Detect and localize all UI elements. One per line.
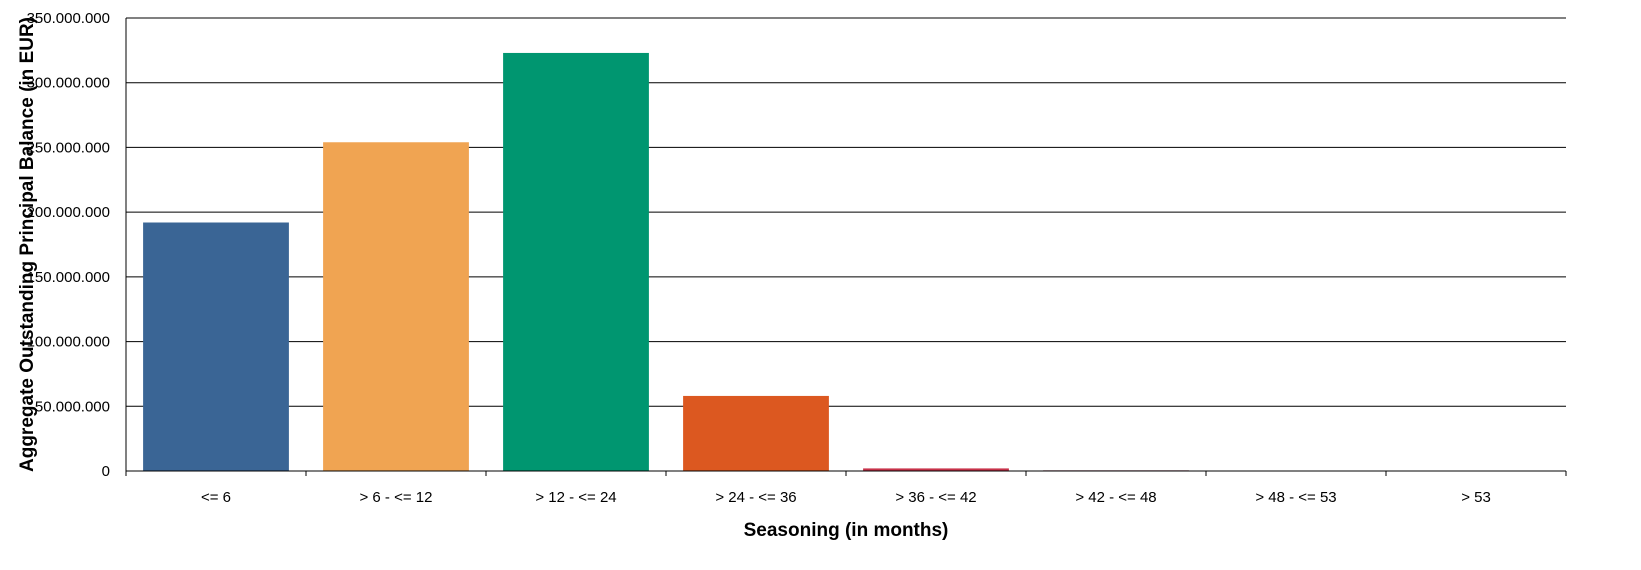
x-axis-title: Seasoning (in months) (744, 520, 949, 541)
x-tick-label: > 53 (1461, 489, 1491, 506)
x-tick-label: > 12 - <= 24 (535, 489, 616, 506)
y-tick-label: 150.000.000 (27, 269, 110, 286)
y-tick-label: 100.000.000 (27, 334, 110, 351)
bar (143, 222, 289, 471)
y-tick-label: 250.000.000 (27, 139, 110, 156)
bar (323, 142, 469, 471)
x-tick-label: > 24 - <= 36 (715, 489, 796, 506)
y-tick-label: 50.000.000 (35, 398, 110, 415)
bars (143, 52, 1549, 472)
bar (503, 52, 649, 472)
y-tick-label: 350.000.000 (27, 10, 110, 27)
y-tick-label: 0 (102, 463, 110, 480)
x-tick-label: > 42 - <= 48 (1075, 489, 1156, 506)
x-tick-label: <= 6 (201, 489, 231, 506)
bar (863, 468, 1009, 471)
axes (125, 18, 1567, 476)
x-tick-label: > 6 - <= 12 (360, 489, 433, 506)
x-tick-label: > 48 - <= 53 (1255, 489, 1336, 506)
x-tick-labels: <= 6 > 6 - <= 12 > 12 - <= 24 > 24 - <= 36 >… (201, 489, 1491, 506)
y-axis-title: Aggregate Outstanding Principal Balance … (17, 17, 38, 472)
x-tick-label: > 36 - <= 42 (895, 489, 976, 506)
bar (683, 395, 829, 471)
y-tick-label: 300.000.000 (27, 75, 110, 92)
y-tick-label: 200.000.000 (27, 204, 110, 221)
y-tick-labels: 0 50.000.000 100.000.000 150.000.000 200.000… (27, 10, 110, 480)
